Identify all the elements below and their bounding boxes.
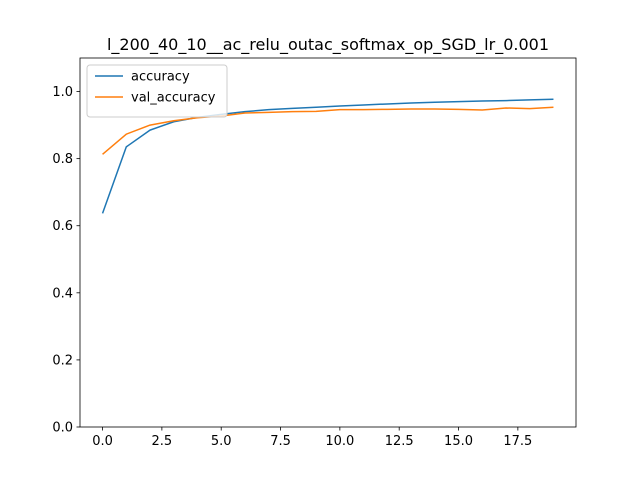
plot-area [80, 58, 576, 427]
y-tick-label: 0.4 [52, 286, 73, 301]
x-tick-label: 5.0 [211, 434, 232, 449]
x-tick-label: 15.0 [444, 434, 473, 449]
x-tick-label: 10.0 [325, 434, 354, 449]
x-tick-label: 2.5 [152, 434, 173, 449]
axes-layer: 0.0 2.5 5.0 7.5 10.0 12.5 15.0 17.5 0.0 0.2 0.4 0.6… [52, 57, 577, 449]
x-tick-label: 0.0 [92, 434, 113, 449]
x-tick-label: 12.5 [385, 434, 414, 449]
y-tick-label: 0.2 [52, 353, 73, 368]
legend-label-val-accuracy: val_accuracy [131, 91, 216, 106]
y-tick-label: 0.0 [52, 421, 73, 436]
series-layer [101, 98, 554, 214]
y-tick-label: 0.6 [52, 219, 73, 234]
series-line-val-accuracy [102, 106, 554, 155]
x-tick-label: 7.5 [270, 434, 291, 449]
y-tick-label: 0.8 [52, 152, 73, 167]
legend-box [86, 64, 228, 118]
legend: accuracy val_accuracy [86, 64, 228, 118]
chart-title: l_200_40_10__ac_relu_outac_softmax_op_SG… [107, 35, 549, 55]
series-line-accuracy [101, 98, 554, 214]
y-tick-label: 1.0 [52, 85, 73, 100]
legend-label-accuracy: accuracy [131, 70, 190, 85]
x-tick-label: 17.5 [503, 434, 532, 449]
axes-frame [79, 57, 577, 428]
